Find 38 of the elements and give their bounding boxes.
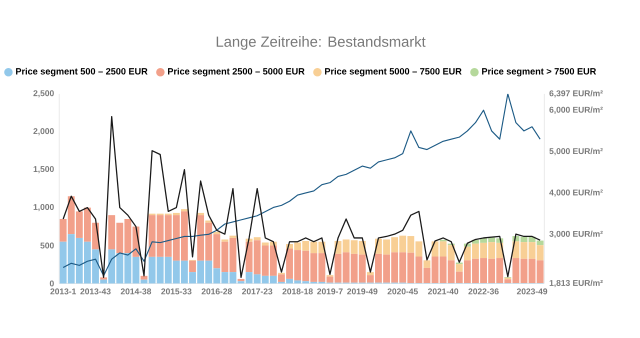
y2-tick-label: 3,000 EUR/m²: [549, 230, 603, 238]
chart-title: Lange Zeitreihe: Bestandsmarkt: [216, 36, 426, 50]
y2-tick-label: 1,813 EUR/m²: [550, 280, 603, 287]
y2-tick-label: 4,000 EUR/m²: [549, 189, 603, 197]
bar: [456, 264, 463, 272]
x-tick-label: 2017-23: [242, 288, 272, 294]
bar: [366, 272, 374, 275]
x-tick-label: 2020-45: [388, 288, 418, 294]
x-tick-label: 2019-7: [317, 288, 343, 294]
y2-tick-label: 6,397 EUR/m²: [549, 90, 603, 98]
bar: [181, 208, 188, 212]
y-tick-label: 2,500: [33, 90, 54, 98]
y-tick-label: 2,000: [33, 128, 54, 136]
y2-tick-label: 5,000 EUR/m²: [549, 148, 603, 156]
bar: [230, 235, 236, 238]
legend-label: Price segment 5000 – 7500 EUR: [325, 68, 462, 76]
bar: [221, 239, 228, 242]
x-tick-label: 2013-43: [80, 288, 111, 294]
x-tick-label: 2015-33: [161, 288, 192, 294]
legend-label: Price segment 2500 – 5000 EUR: [168, 68, 305, 76]
x-tick-label: 2018-18: [282, 288, 313, 294]
bar: [140, 276, 148, 280]
x-tick-label: 2022-36: [468, 288, 499, 294]
x-tick-label: 2014-38: [120, 288, 152, 294]
x-tick-label: 2016-28: [202, 288, 232, 294]
x-tick-label: 2019-49: [347, 288, 378, 294]
bar: [189, 260, 196, 272]
bar: [424, 260, 430, 268]
y2-tick-label: 6,000 EUR/m²: [549, 106, 603, 114]
legend-label: Price segment > 7500 EUR: [482, 68, 596, 76]
y-tick-label: 0: [50, 280, 54, 286]
y-tick-label: 1,000: [34, 204, 54, 212]
x-tick-label: 2023-49: [516, 288, 548, 294]
x-tick-label: 2021-40: [428, 288, 458, 294]
x-tick-label: 2013-1: [50, 288, 76, 294]
y-tick-label: 500: [40, 242, 54, 248]
y-tick-label: 1,500: [34, 166, 54, 174]
legend-label: Price segment 500 – 2500 EUR: [16, 68, 148, 76]
